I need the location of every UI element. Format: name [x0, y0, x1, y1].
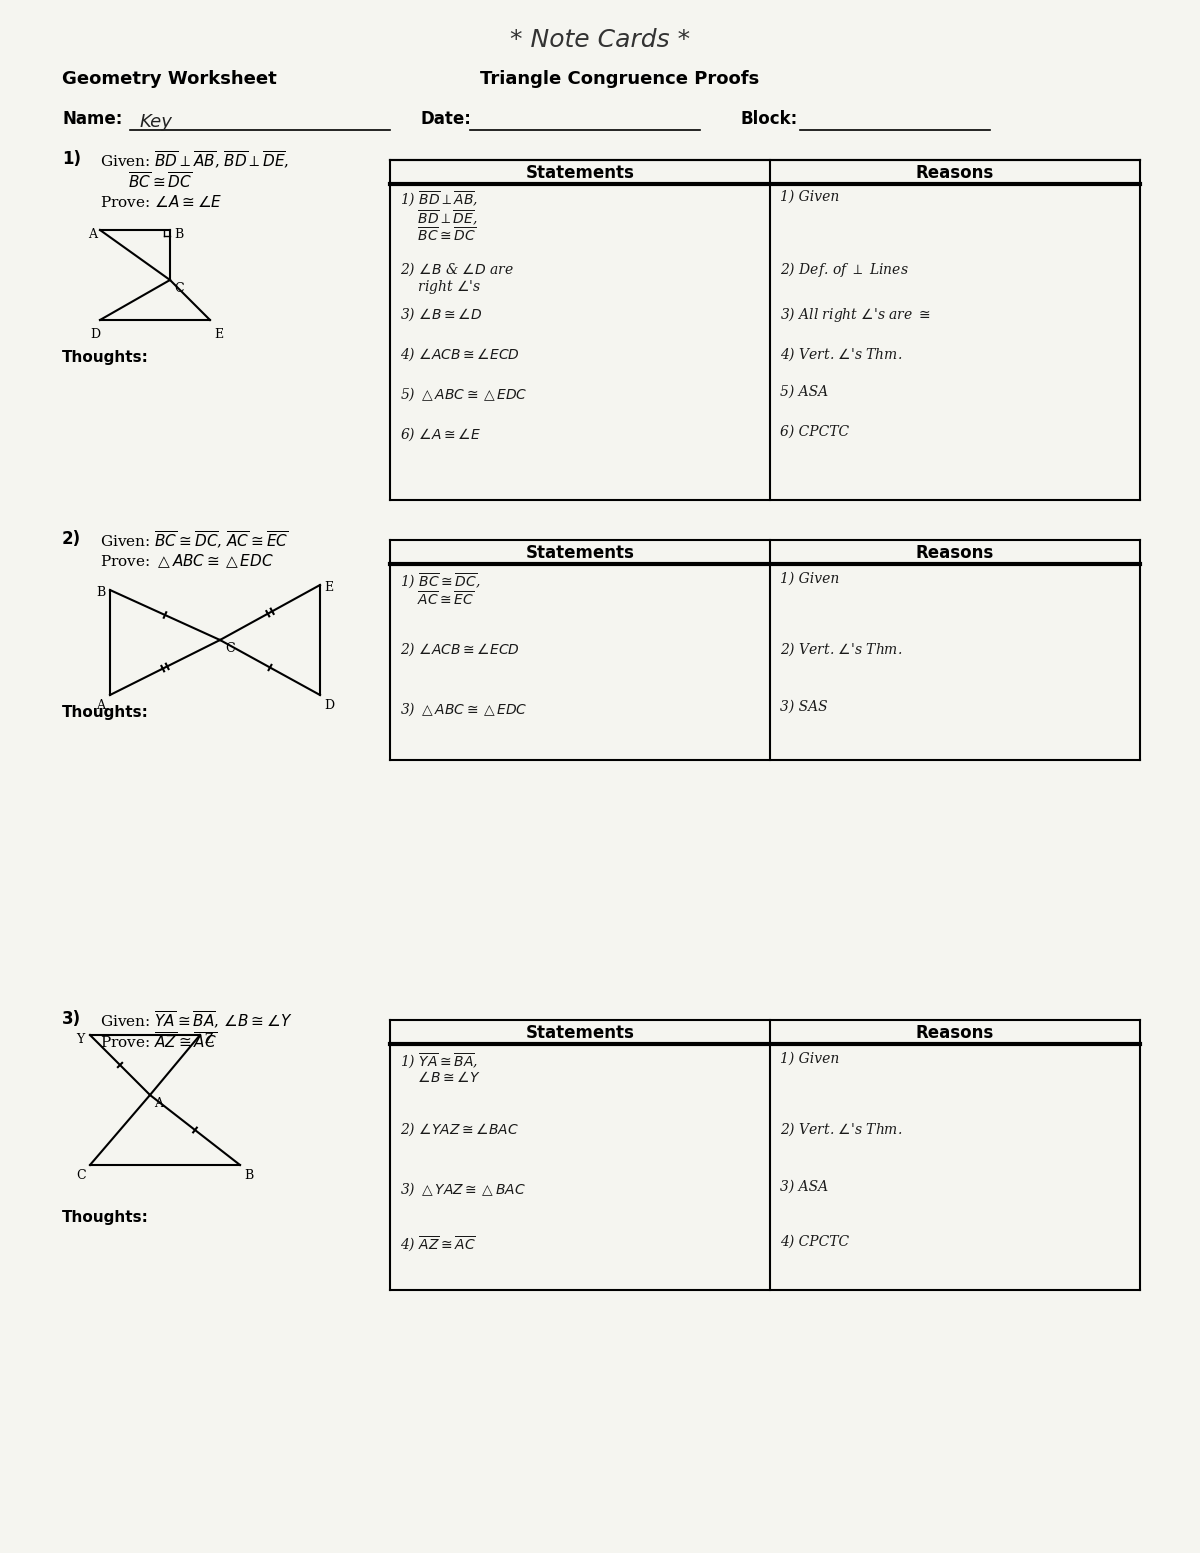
- Text: Thoughts:: Thoughts:: [62, 705, 149, 721]
- Text: 3) ASA: 3) ASA: [780, 1180, 828, 1194]
- Text: 4) CPCTC: 4) CPCTC: [780, 1235, 850, 1249]
- Text: * Note Cards *: * Note Cards *: [510, 28, 690, 51]
- Text: Prove: $\overline{AZ} \cong \overline{AC}$: Prove: $\overline{AZ} \cong \overline{AC…: [100, 1033, 217, 1051]
- Text: Prove: $\angle A \cong \angle E$: Prove: $\angle A \cong \angle E$: [100, 194, 222, 210]
- Text: Z: Z: [204, 1033, 212, 1047]
- Text: Thoughts:: Thoughts:: [62, 1210, 149, 1225]
- Text: 3): 3): [62, 1009, 82, 1028]
- Text: 1) Given: 1) Given: [780, 1051, 839, 1065]
- Text: Block:: Block:: [740, 110, 797, 127]
- Text: $\overline{AC} \cong \overline{EC}$: $\overline{AC} \cong \overline{EC}$: [400, 590, 474, 609]
- Text: 3) $\triangle YAZ \cong \triangle BAC$: 3) $\triangle YAZ \cong \triangle BAC$: [400, 1180, 526, 1197]
- Text: B: B: [174, 228, 184, 241]
- Text: C: C: [226, 641, 235, 655]
- Text: $\overline{BC} \cong \overline{DC}$: $\overline{BC} \cong \overline{DC}$: [128, 172, 192, 193]
- Text: right $\angle$'s: right $\angle$'s: [400, 278, 481, 297]
- Text: 6) $\angle A \cong \angle E$: 6) $\angle A \cong \angle E$: [400, 426, 481, 443]
- Text: 2) Vert. $\angle$'s Thm.: 2) Vert. $\angle$'s Thm.: [780, 640, 902, 657]
- Text: 2) Def. of $\perp$ Lines: 2) Def. of $\perp$ Lines: [780, 259, 908, 280]
- Text: 1) $\overline{BD} \perp \overline{AB}$,: 1) $\overline{BD} \perp \overline{AB}$,: [400, 189, 479, 210]
- Text: $\overline{BD} \perp \overline{DE}$,: $\overline{BD} \perp \overline{DE}$,: [400, 208, 478, 227]
- Text: 1) $\overline{YA} \cong \overline{BA}$,: 1) $\overline{YA} \cong \overline{BA}$,: [400, 1051, 478, 1072]
- Text: C: C: [174, 283, 184, 295]
- Text: 3) All right $\angle$'s are $\cong$: 3) All right $\angle$'s are $\cong$: [780, 304, 931, 325]
- Text: 5) $\triangle ABC \cong \triangle EDC$: 5) $\triangle ABC \cong \triangle EDC$: [400, 385, 528, 402]
- Text: Reasons: Reasons: [916, 165, 994, 182]
- Text: Reasons: Reasons: [916, 544, 994, 562]
- Text: B: B: [244, 1169, 253, 1182]
- Text: 2) Vert. $\angle$'s Thm.: 2) Vert. $\angle$'s Thm.: [780, 1120, 902, 1138]
- Text: A: A: [96, 699, 106, 711]
- Text: 5) ASA: 5) ASA: [780, 385, 828, 399]
- Text: Given: $\overline{BC} \cong \overline{DC}$, $\overline{AC} \cong \overline{EC}$: Given: $\overline{BC} \cong \overline{DC…: [100, 530, 288, 551]
- Text: Name:: Name:: [62, 110, 122, 127]
- Text: E: E: [324, 581, 334, 593]
- Text: 3) SAS: 3) SAS: [780, 700, 828, 714]
- Text: A: A: [88, 228, 97, 241]
- Text: $\overline{BC} \cong \overline{DC}$: $\overline{BC} \cong \overline{DC}$: [400, 227, 476, 244]
- Text: 1) $\overline{BC} \cong \overline{DC}$,: 1) $\overline{BC} \cong \overline{DC}$,: [400, 572, 481, 592]
- Text: D: D: [90, 328, 100, 342]
- Text: 1) Given: 1) Given: [780, 572, 839, 585]
- Text: 4) $\angle ACB \cong \angle ECD$: 4) $\angle ACB \cong \angle ECD$: [400, 345, 520, 363]
- Text: Date:: Date:: [420, 110, 470, 127]
- Text: 2) $\angle YAZ \cong \angle BAC$: 2) $\angle YAZ \cong \angle BAC$: [400, 1120, 518, 1138]
- Text: 2) $\angle ACB \cong \angle ECD$: 2) $\angle ACB \cong \angle ECD$: [400, 640, 520, 657]
- Text: Statements: Statements: [526, 544, 635, 562]
- Text: A: A: [154, 1096, 163, 1110]
- Text: Prove: $\triangle ABC \cong \triangle EDC$: Prove: $\triangle ABC \cong \triangle ED…: [100, 551, 274, 570]
- Text: Key: Key: [140, 113, 173, 130]
- Text: Given: $\overline{YA} \cong \overline{BA}$, $\angle B \cong \angle Y$: Given: $\overline{YA} \cong \overline{BA…: [100, 1009, 293, 1031]
- Text: Y: Y: [76, 1033, 84, 1047]
- Text: Reasons: Reasons: [916, 1023, 994, 1042]
- Text: 1) Given: 1) Given: [780, 189, 839, 203]
- Text: B: B: [96, 585, 106, 599]
- Text: Statements: Statements: [526, 165, 635, 182]
- Text: 4) $\overline{AZ} \cong \overline{AC}$: 4) $\overline{AZ} \cong \overline{AC}$: [400, 1235, 476, 1255]
- Text: C: C: [76, 1169, 85, 1182]
- Text: 1): 1): [62, 151, 82, 168]
- Text: E: E: [214, 328, 223, 342]
- Text: 3) $\angle B \cong \angle D$: 3) $\angle B \cong \angle D$: [400, 304, 482, 323]
- Text: 2) $\angle B$ & $\angle D$ are: 2) $\angle B$ & $\angle D$ are: [400, 259, 514, 278]
- Text: D: D: [324, 699, 334, 711]
- Text: Geometry Worksheet: Geometry Worksheet: [62, 70, 277, 89]
- Text: 4) Vert. $\angle$'s Thm.: 4) Vert. $\angle$'s Thm.: [780, 345, 902, 363]
- Text: 6) CPCTC: 6) CPCTC: [780, 426, 850, 439]
- Text: Triangle Congruence Proofs: Triangle Congruence Proofs: [480, 70, 760, 89]
- Text: 2): 2): [62, 530, 82, 548]
- Text: 3) $\triangle ABC \cong \triangle EDC$: 3) $\triangle ABC \cong \triangle EDC$: [400, 700, 528, 717]
- Text: Given: $\overline{BD} \perp \overline{AB}$, $\overline{BD} \perp \overline{DE}$,: Given: $\overline{BD} \perp \overline{AB…: [100, 151, 289, 171]
- Text: Thoughts:: Thoughts:: [62, 349, 149, 365]
- Text: Statements: Statements: [526, 1023, 635, 1042]
- Text: $\angle B \cong \angle Y$: $\angle B \cong \angle Y$: [400, 1070, 480, 1086]
